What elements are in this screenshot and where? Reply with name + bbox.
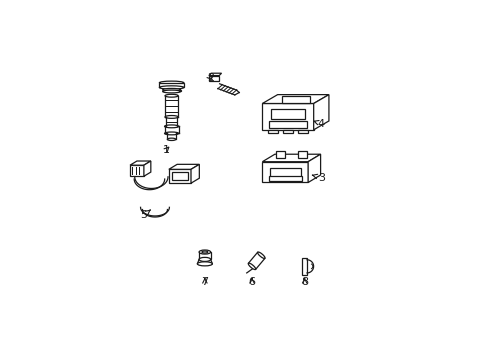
Polygon shape xyxy=(262,95,328,103)
Polygon shape xyxy=(298,130,307,134)
Polygon shape xyxy=(307,154,320,183)
Polygon shape xyxy=(262,103,313,130)
Polygon shape xyxy=(281,96,309,103)
Text: 8: 8 xyxy=(301,276,307,287)
Polygon shape xyxy=(130,161,150,165)
Polygon shape xyxy=(159,83,183,87)
Ellipse shape xyxy=(257,252,264,258)
Text: 1: 1 xyxy=(162,145,169,155)
Ellipse shape xyxy=(202,251,207,253)
Polygon shape xyxy=(130,165,143,176)
Polygon shape xyxy=(283,130,292,134)
Polygon shape xyxy=(197,260,212,264)
Ellipse shape xyxy=(164,94,178,97)
Polygon shape xyxy=(313,95,328,130)
Polygon shape xyxy=(268,176,301,181)
Text: 2: 2 xyxy=(206,73,214,83)
Text: 4: 4 xyxy=(313,118,324,129)
Polygon shape xyxy=(271,109,304,119)
Polygon shape xyxy=(168,164,199,169)
Polygon shape xyxy=(268,121,307,127)
Ellipse shape xyxy=(197,262,212,266)
Text: 7: 7 xyxy=(201,276,208,287)
Ellipse shape xyxy=(164,125,178,128)
Ellipse shape xyxy=(159,86,183,89)
Text: 6: 6 xyxy=(248,276,255,287)
Ellipse shape xyxy=(199,257,210,261)
Ellipse shape xyxy=(163,89,180,91)
Polygon shape xyxy=(163,90,180,91)
Polygon shape xyxy=(267,130,277,134)
Polygon shape xyxy=(276,151,284,158)
Polygon shape xyxy=(248,252,264,269)
Polygon shape xyxy=(262,154,320,162)
Polygon shape xyxy=(171,172,188,180)
Polygon shape xyxy=(298,151,306,158)
Ellipse shape xyxy=(163,90,180,93)
Polygon shape xyxy=(199,252,210,260)
Polygon shape xyxy=(262,162,307,183)
Polygon shape xyxy=(143,161,150,176)
Ellipse shape xyxy=(159,81,183,84)
Polygon shape xyxy=(191,164,199,183)
Ellipse shape xyxy=(167,138,176,140)
Ellipse shape xyxy=(164,116,178,118)
Text: 5: 5 xyxy=(140,210,150,220)
Polygon shape xyxy=(269,168,300,176)
Ellipse shape xyxy=(199,250,210,254)
Ellipse shape xyxy=(248,263,255,270)
Polygon shape xyxy=(302,258,306,275)
Polygon shape xyxy=(208,76,219,81)
Ellipse shape xyxy=(164,132,178,135)
Polygon shape xyxy=(208,73,221,76)
Text: 3: 3 xyxy=(312,173,324,183)
Polygon shape xyxy=(168,169,191,183)
